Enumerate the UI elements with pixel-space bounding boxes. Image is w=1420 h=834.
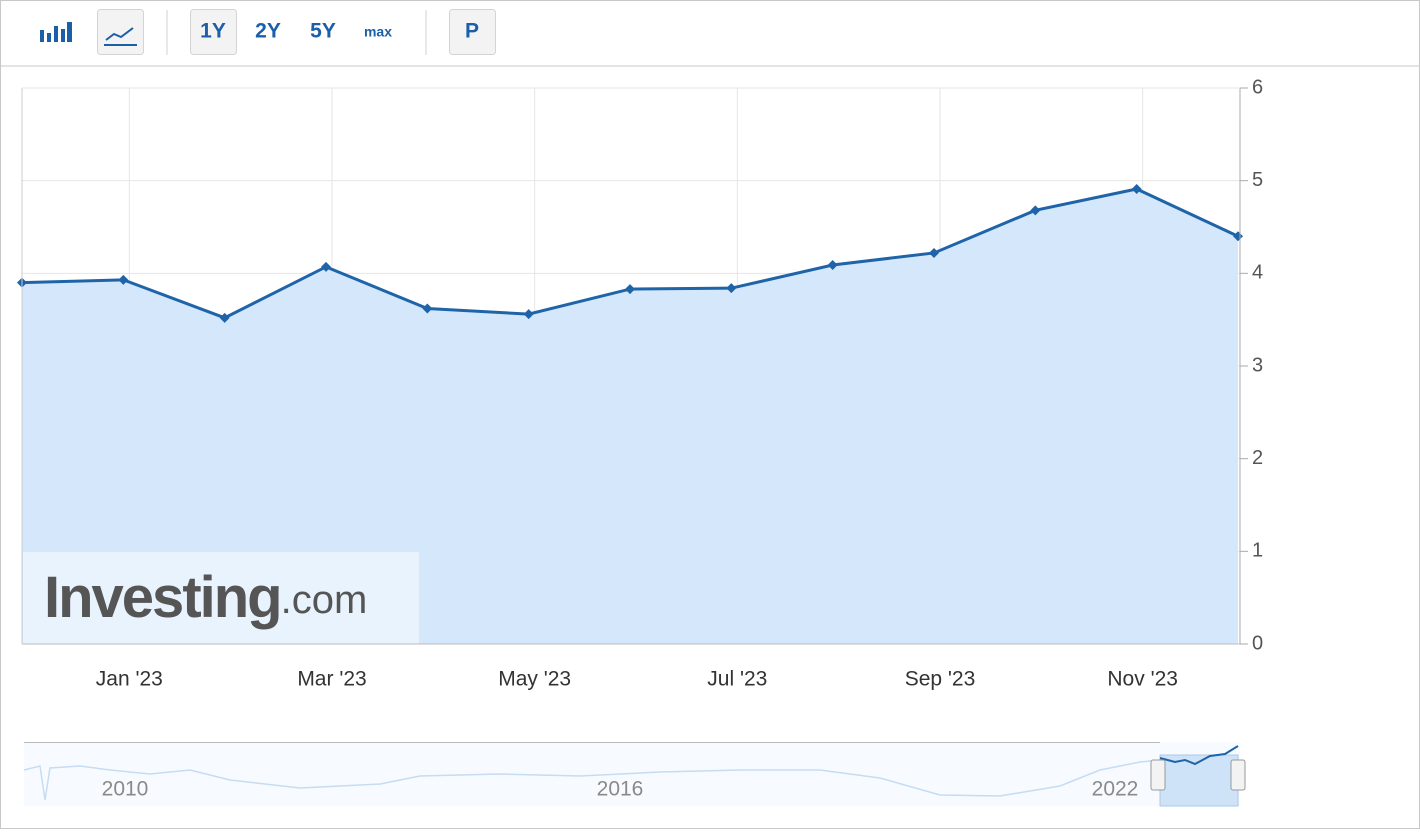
y-tick-label: 3: [1252, 354, 1263, 376]
x-tick-label: Jan '23: [96, 668, 163, 691]
point-marker: [827, 259, 838, 270]
x-tick-label: Jul '23: [707, 668, 767, 691]
watermark-bg: [23, 552, 419, 644]
watermark: Investing.com: [44, 565, 367, 630]
point-marker: [929, 247, 939, 258]
bar-chart-button[interactable]: [40, 22, 72, 42]
line-chart-button[interactable]: [97, 9, 144, 55]
navigator-label: 2022: [1092, 778, 1139, 801]
point-marker: [219, 312, 230, 323]
y-tick-label: 6: [1252, 76, 1263, 98]
watermark-brand: Investing: [44, 565, 281, 630]
point-marker: [523, 309, 534, 320]
navigator-label: 2016: [597, 778, 644, 801]
x-tick-label: Nov '23: [1107, 668, 1178, 691]
area: [22, 189, 1238, 645]
navigator: 2010 2016 2022: [23, 742, 1246, 807]
navigator-handle[interactable]: [1150, 759, 1166, 791]
point-marker: [422, 303, 433, 314]
y-tick-label: 4: [1252, 262, 1263, 284]
y-tick-label: 5: [1252, 169, 1263, 191]
navigator-handle[interactable]: [1230, 759, 1246, 791]
range-button[interactable]: 2Y: [255, 20, 281, 43]
navigator-trend: [23, 759, 1161, 801]
x-tick-label: Mar '23: [297, 668, 366, 691]
point-marker: [625, 284, 635, 295]
range-button[interactable]: 5Y: [310, 20, 336, 43]
navigator-selection[interactable]: [1159, 754, 1239, 807]
point-marker: [1030, 205, 1041, 216]
range-button[interactable]: max: [364, 24, 392, 40]
x-tick-label: May '23: [498, 668, 571, 691]
point-marker: [1131, 184, 1142, 195]
navigator-label: 2010: [102, 778, 149, 801]
x-tick-label: Sep '23: [905, 668, 976, 691]
navigator-selection-trend: [1159, 745, 1239, 766]
y-tick-label: 0: [1252, 632, 1263, 654]
watermark-suffix: .com: [281, 578, 368, 622]
y-tick-label: 1: [1252, 540, 1263, 562]
range-button-active[interactable]: [190, 9, 237, 55]
mode-button[interactable]: P: [465, 20, 479, 43]
range-button[interactable]: 1Y: [200, 20, 226, 43]
point-marker: [321, 261, 331, 272]
point-marker: [726, 283, 737, 294]
plot: 0 1 2 3 4 5 6 Jan '23 Mar '23 May '23 Jul '23 Sep '…: [17, 76, 1263, 691]
mode-button-box[interactable]: [449, 9, 496, 55]
y-tick-label: 2: [1252, 447, 1263, 469]
point-marker: [118, 274, 129, 285]
